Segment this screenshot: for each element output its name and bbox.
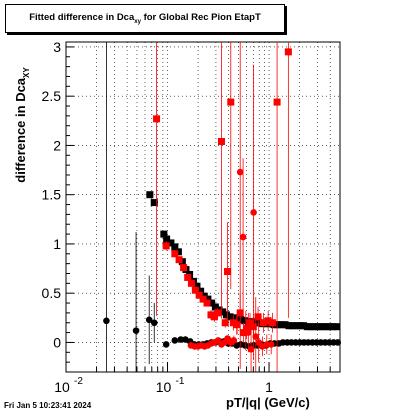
data-point — [267, 341, 275, 348]
data-point — [221, 319, 229, 327]
series-3 — [187, 42, 275, 372]
data-point — [296, 322, 304, 330]
plot-frame — [65, 41, 341, 373]
data-point — [264, 317, 272, 325]
x-tick-label-exponent: -1 — [176, 376, 185, 387]
data-point — [213, 309, 221, 317]
data-point — [210, 313, 218, 321]
data-point — [246, 319, 254, 327]
data-point — [274, 321, 282, 329]
data-point — [311, 323, 319, 331]
data-point — [241, 317, 249, 325]
data-point — [333, 323, 341, 331]
data-point — [153, 115, 161, 123]
data-point — [285, 322, 293, 330]
data-point — [273, 98, 281, 106]
data-point — [146, 191, 154, 199]
data-point — [314, 323, 322, 331]
plot-area — [65, 41, 341, 373]
x-axis-label: pT/|q| (GeV/c) — [226, 395, 310, 410]
data-point — [203, 299, 211, 307]
data-point — [167, 239, 175, 247]
data-marks — [103, 42, 342, 372]
data-point — [226, 313, 234, 321]
data-point — [193, 282, 201, 290]
chart-title: Fitted difference in Dcaxy for Global Re… — [29, 12, 261, 25]
data-point — [175, 256, 183, 264]
data-point — [239, 233, 247, 241]
data-point — [177, 336, 185, 343]
data-point — [236, 168, 244, 176]
y-tick-label: 1.5 — [42, 187, 62, 203]
timestamp-footer: Fri Jan 5 10:23:41 2024 — [4, 401, 92, 410]
data-point — [171, 337, 179, 344]
data-point — [204, 295, 212, 303]
data-point — [281, 321, 289, 329]
data-point — [171, 243, 179, 251]
data-point — [334, 339, 342, 346]
data-point — [250, 209, 257, 216]
data-point — [237, 316, 245, 324]
data-point — [103, 317, 110, 325]
data-point — [163, 235, 171, 243]
data-point — [300, 322, 308, 330]
data-point — [197, 287, 205, 295]
x-tick-label: 1 — [265, 379, 273, 395]
data-point — [292, 322, 300, 330]
y-axis-label: difference in DcaXY — [13, 67, 31, 183]
data-point — [180, 264, 188, 272]
data-point — [187, 279, 195, 287]
data-point — [219, 308, 227, 316]
data-point — [222, 311, 230, 319]
data-point — [278, 321, 286, 329]
data-point — [162, 242, 170, 250]
y-tick-label: 2 — [53, 137, 61, 153]
data-point — [288, 322, 296, 330]
y-tick-label: 2.5 — [42, 88, 62, 104]
y-tick-label: 0 — [53, 334, 61, 350]
data-point — [255, 319, 263, 327]
data-point — [303, 323, 311, 331]
data-point — [259, 319, 267, 327]
data-point — [162, 341, 170, 348]
data-point — [171, 250, 179, 258]
data-point — [268, 319, 276, 327]
data-point — [191, 286, 199, 294]
data-point — [227, 98, 235, 106]
data-point — [150, 319, 158, 327]
data-point — [211, 303, 219, 311]
data-point — [224, 268, 232, 276]
data-point — [230, 337, 238, 344]
data-point — [318, 323, 326, 331]
y-tick-label: 0.5 — [42, 285, 62, 301]
y-tick-label: 1 — [53, 236, 61, 252]
data-point — [284, 48, 292, 56]
data-point — [254, 313, 262, 321]
data-point — [145, 316, 153, 324]
data-point — [329, 323, 337, 331]
data-point — [184, 273, 192, 281]
data-point — [252, 333, 260, 340]
x-tick-label: 10 — [54, 379, 70, 395]
data-point — [199, 295, 207, 303]
data-point — [150, 199, 158, 207]
data-point — [208, 299, 216, 307]
data-point — [247, 346, 255, 353]
y-tick-label: 3 — [53, 39, 61, 55]
chart-title-box: Fitted difference in Dcaxy for Global Re… — [5, 4, 285, 33]
data-point — [245, 329, 252, 336]
data-point — [132, 327, 140, 334]
x-tick-label-exponent: -2 — [74, 376, 83, 387]
data-point — [160, 230, 168, 238]
data-point — [233, 321, 241, 329]
data-point — [325, 323, 333, 331]
data-point — [195, 291, 203, 299]
data-point — [174, 248, 182, 256]
axes: 0 0.5 1 1.5 2 2.5 3 10 -2 10 -1 1 — [42, 39, 341, 395]
data-point — [322, 323, 330, 331]
data-point — [307, 323, 315, 331]
data-point — [217, 137, 225, 145]
x-tick-label: 10 — [156, 379, 172, 395]
